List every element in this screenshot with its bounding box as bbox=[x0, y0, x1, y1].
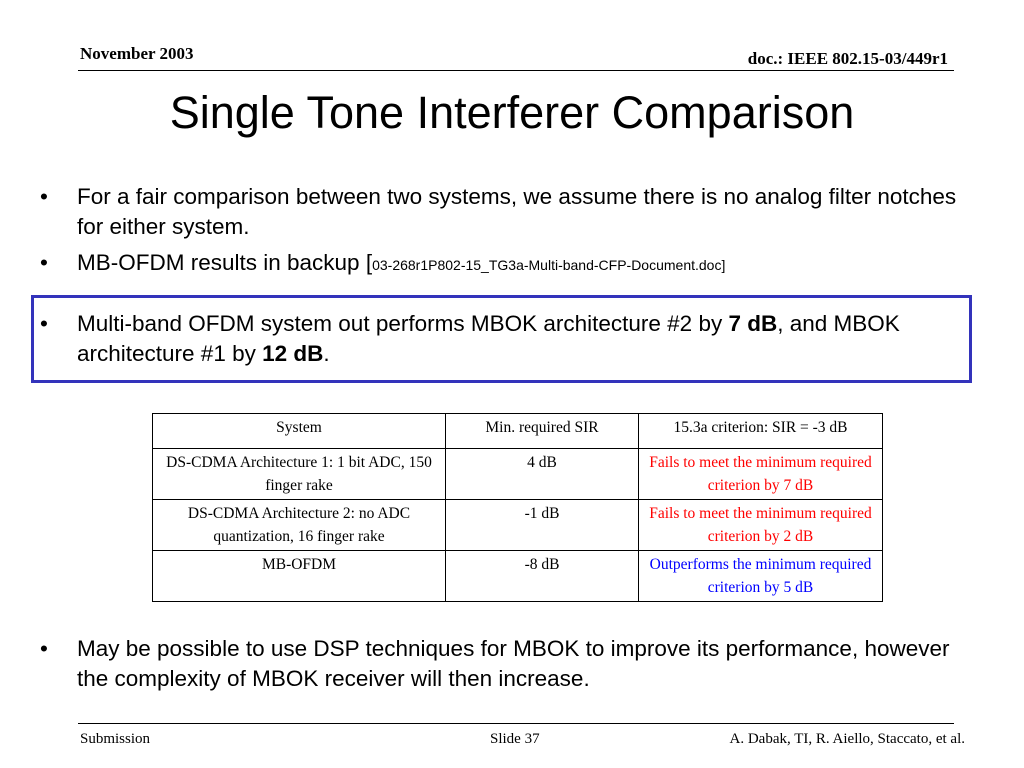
table-header-cell: Min. required SIR bbox=[445, 413, 639, 449]
table-header-cell: 15.3a criterion: SIR = -3 dB bbox=[638, 413, 883, 449]
system-cell: DS-CDMA Architecture 1: 1 bit ADC, 150 f… bbox=[152, 448, 446, 500]
table-row: MB-OFDM -8 dB Outperforms the minimum re… bbox=[152, 550, 883, 602]
highlight-bullet-list: • Multi-band OFDM system out performs MB… bbox=[40, 309, 980, 369]
table-header-row: System Min. required SIR 15.3a criterion… bbox=[152, 413, 883, 449]
bullet-dot: • bbox=[40, 250, 48, 275]
bullet-dot: • bbox=[40, 184, 48, 209]
footer-submission: Submission bbox=[80, 731, 151, 747]
footer-authors: A. Dabak, TI, R. Aiello, Staccato, et al… bbox=[729, 731, 966, 747]
bullet-item: • For a fair comparison between two syst… bbox=[40, 182, 980, 242]
table-header-cell: System bbox=[152, 413, 446, 449]
bullet-dot: • bbox=[40, 636, 48, 661]
bottom-bullet-list: • May be possible to use DSP techniques … bbox=[40, 634, 980, 694]
bullet-item: • MB-OFDM results in backup [03-268r1P80… bbox=[40, 248, 980, 280]
header-date: November 2003 bbox=[80, 44, 194, 63]
comparison-table: System Min. required SIR 15.3a criterion… bbox=[152, 413, 883, 602]
result-cell: Outperforms the minimum required criteri… bbox=[638, 550, 883, 602]
system-cell: MB-OFDM bbox=[152, 550, 446, 602]
header-doc-id: doc.: IEEE 802.15-03/449r1 bbox=[747, 49, 948, 68]
highlight-text-part2: , and MBOK architecture #1 by bbox=[77, 311, 900, 366]
result-cell: Fails to meet the minimum required crite… bbox=[638, 499, 883, 551]
bullet-dot: • bbox=[40, 311, 48, 336]
bullet-item: • Multi-band OFDM system out performs MB… bbox=[40, 309, 980, 369]
highlight-text-part1: Multi-band OFDM system out performs MBOK… bbox=[77, 311, 729, 336]
footer-divider bbox=[78, 723, 954, 724]
highlight-box bbox=[31, 295, 972, 383]
sir-cell: -1 dB bbox=[445, 499, 639, 551]
header-divider bbox=[78, 70, 954, 71]
slide-title: Single Tone Interferer Comparison bbox=[169, 87, 855, 138]
highlight-value-arch2: 7 dB bbox=[728, 311, 778, 336]
bullet-text: May be possible to use DSP techniques fo… bbox=[77, 636, 950, 691]
bullet-text: MB-OFDM results in backup [ bbox=[77, 250, 373, 275]
document-reference: 03-268r1P802-15_TG3a-Multi-band-CFP-Docu… bbox=[372, 257, 726, 273]
sir-cell: 4 dB bbox=[445, 448, 639, 500]
highlight-text-part3: . bbox=[323, 341, 330, 366]
highlight-value-arch1: 12 dB bbox=[262, 341, 324, 366]
result-cell: Fails to meet the minimum required crite… bbox=[638, 448, 883, 500]
bullet-text: For a fair comparison between two system… bbox=[77, 184, 957, 239]
footer-slide-number: Slide 37 bbox=[490, 731, 540, 747]
top-bullet-list: • For a fair comparison between two syst… bbox=[40, 182, 980, 286]
system-cell: DS-CDMA Architecture 2: no ADC quantizat… bbox=[152, 499, 446, 551]
sir-cell: -8 dB bbox=[445, 550, 639, 602]
table-row: DS-CDMA Architecture 2: no ADC quantizat… bbox=[152, 499, 883, 551]
bullet-item: • May be possible to use DSP techniques … bbox=[40, 634, 980, 694]
table-row: DS-CDMA Architecture 1: 1 bit ADC, 150 f… bbox=[152, 448, 883, 500]
